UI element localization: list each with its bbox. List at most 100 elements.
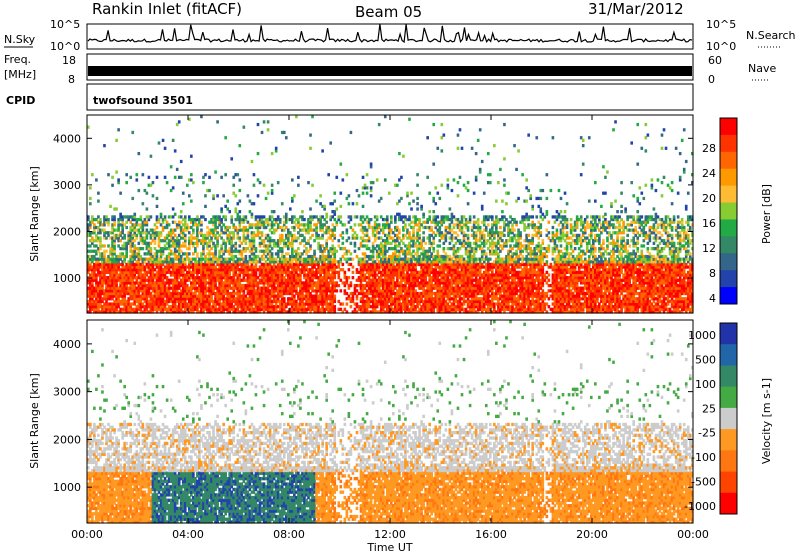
heatmap-cell — [129, 273, 133, 277]
heatmap-cell — [280, 265, 284, 269]
heatmap-cell — [266, 273, 270, 277]
heatmap-cell — [127, 233, 131, 238]
heatmap-cell — [216, 302, 219, 306]
heatmap-cell — [309, 260, 312, 264]
heatmap-cell — [256, 220, 260, 224]
heatmap-cell — [258, 307, 262, 311]
heatmap-cell — [226, 278, 229, 282]
heatmap-cell — [111, 244, 114, 248]
heatmap-cell — [99, 294, 102, 298]
heatmap-cell — [230, 247, 234, 251]
heatmap-cell — [297, 307, 300, 311]
heatmap-cell — [196, 239, 199, 243]
heatmap-cell — [234, 241, 238, 245]
heatmap-cell — [177, 220, 181, 224]
heatmap-cell — [258, 223, 262, 227]
heatmap-cell — [159, 252, 163, 256]
heatmap-cell — [317, 244, 320, 248]
heatmap-cell — [240, 302, 244, 306]
heatmap-cell — [232, 223, 236, 227]
heatmap-cell — [293, 268, 296, 272]
heatmap-cell — [262, 283, 266, 288]
heatmap-cell — [200, 239, 203, 243]
heatmap-cell — [115, 260, 118, 264]
heatmap-cell — [117, 233, 120, 238]
heatmap-cell — [159, 281, 163, 285]
heatmap-cell — [270, 310, 274, 314]
heatmap-cell — [149, 183, 153, 187]
heatmap-cell — [101, 299, 104, 304]
heatmap-cell — [297, 260, 300, 264]
heatmap-cell — [167, 278, 171, 282]
heatmap-cell — [303, 262, 306, 267]
heatmap-cell — [246, 233, 250, 238]
heatmap-cell — [234, 260, 238, 264]
heatmap-cell — [91, 307, 94, 311]
heatmap-cell — [91, 302, 94, 306]
heatmap-cell — [230, 157, 234, 161]
heatmap-cell — [286, 233, 290, 238]
heatmap-cell — [216, 289, 219, 293]
heatmap-cell — [159, 297, 163, 301]
heatmap-cell — [280, 202, 284, 206]
heatmap-cell — [181, 305, 185, 309]
heatmap-cell — [163, 286, 167, 290]
heatmap-cell — [198, 260, 201, 264]
heatmap-cell — [198, 270, 201, 274]
heatmap-cell — [169, 299, 173, 304]
heatmap-cell — [145, 252, 149, 256]
heatmap-cell — [307, 231, 310, 235]
heatmap-cell — [264, 294, 268, 298]
heatmap-cell — [268, 236, 272, 240]
heatmap-cell — [274, 286, 278, 290]
heatmap-cell — [309, 270, 312, 274]
heatmap-cell — [337, 239, 341, 243]
heatmap-cell — [254, 273, 258, 277]
heatmap-cell — [303, 260, 306, 264]
heatmap-cell — [141, 228, 145, 232]
heatmap-cell — [214, 286, 217, 290]
heatmap-cell — [183, 223, 187, 227]
heatmap-cell — [295, 289, 298, 293]
heatmap-cell — [91, 273, 94, 277]
heatmap-cell — [212, 233, 215, 238]
heatmap-cell — [141, 220, 145, 224]
heatmap-cell — [175, 239, 179, 243]
heatmap-cell — [369, 186, 373, 190]
heatmap-cell — [151, 181, 155, 185]
heatmap-cell — [266, 265, 270, 269]
heatmap-cell — [121, 286, 124, 290]
heatmap-cell — [181, 278, 185, 282]
heatmap-cell — [305, 278, 308, 282]
heatmap-cell — [230, 294, 234, 298]
heatmap-cell — [157, 244, 161, 248]
heatmap-cell — [220, 217, 223, 222]
heatmap-cell — [234, 244, 238, 248]
heatmap-cell — [291, 297, 294, 301]
heatmap-cell — [171, 236, 175, 240]
heatmap-cell — [208, 302, 211, 306]
heatmap-cell — [155, 305, 159, 309]
heatmap-cell — [131, 257, 135, 261]
heatmap-cell — [119, 299, 122, 304]
heatmap-cell — [422, 236, 425, 240]
heatmap-cell — [155, 175, 159, 179]
heatmap-cell — [305, 265, 308, 269]
heatmap-cell — [214, 236, 217, 240]
heatmap-cell — [121, 273, 124, 277]
heatmap-cell — [299, 228, 302, 232]
heatmap-cell — [220, 249, 223, 253]
heatmap-cell — [228, 257, 232, 261]
heatmap-cell — [274, 241, 278, 245]
heatmap-cell — [256, 151, 260, 156]
heatmap-cell — [149, 265, 153, 269]
heatmap-cell — [335, 249, 339, 253]
heatmap-cell — [161, 273, 165, 277]
heatmap-cell — [218, 220, 221, 224]
heatmap-cell — [293, 194, 296, 198]
heatmap-cell — [313, 305, 316, 309]
heatmap-cell — [137, 223, 141, 227]
heatmap-cell — [291, 199, 294, 203]
heatmap-cell — [264, 265, 268, 269]
heatmap-cell — [159, 239, 163, 243]
